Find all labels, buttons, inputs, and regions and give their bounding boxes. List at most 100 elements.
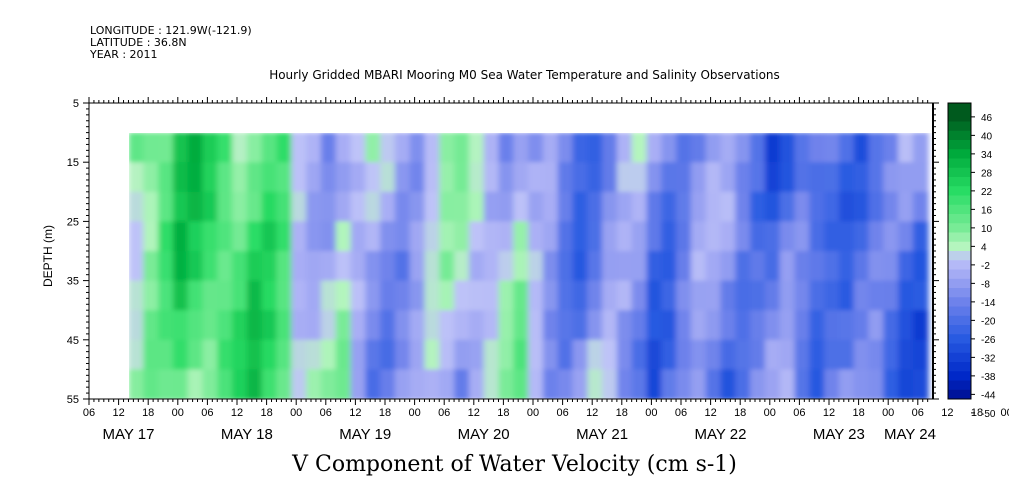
x-hour-tick-label: 12 bbox=[586, 407, 598, 419]
heat-cell bbox=[779, 133, 796, 164]
heat-cell bbox=[838, 162, 855, 193]
heat-cell bbox=[246, 280, 263, 312]
heat-cell bbox=[232, 339, 248, 371]
x-hour-tick-label: 00 bbox=[1000, 407, 1009, 419]
heat-cell bbox=[365, 221, 382, 252]
heat-cell bbox=[350, 310, 367, 341]
heat-cell bbox=[217, 310, 234, 341]
heat-cell bbox=[291, 162, 308, 193]
x-hour-tick-label: 12 bbox=[349, 407, 361, 419]
heat-cell bbox=[129, 310, 145, 341]
heat-cell bbox=[498, 191, 515, 223]
heat-cell bbox=[720, 280, 737, 312]
heat-cell bbox=[424, 221, 441, 252]
heat-cell bbox=[542, 221, 559, 252]
heat-cell bbox=[779, 310, 796, 341]
heat-cell bbox=[498, 310, 515, 341]
heat-cell bbox=[676, 133, 692, 164]
colorbar-label: 4 bbox=[981, 242, 987, 253]
heat-cell bbox=[513, 221, 530, 252]
heat-cell bbox=[158, 221, 174, 252]
heat-cell bbox=[143, 339, 160, 371]
heat-cell bbox=[335, 221, 352, 252]
heat-cell bbox=[276, 310, 293, 341]
heat-cell bbox=[129, 133, 145, 164]
x-hour-tick-label: 18 bbox=[616, 407, 628, 419]
heat-cell bbox=[676, 369, 692, 399]
heat-cell bbox=[602, 369, 618, 399]
heat-cell bbox=[246, 221, 263, 252]
x-hour-tick-label: 06 bbox=[320, 407, 332, 419]
heat-cell bbox=[394, 133, 411, 164]
heat-cell bbox=[720, 221, 737, 252]
heat-cell bbox=[350, 369, 367, 399]
heat-cell bbox=[853, 251, 870, 282]
heat-cell bbox=[409, 310, 426, 341]
heat-cell bbox=[735, 310, 752, 341]
heat-cell bbox=[750, 280, 766, 312]
heat-cell bbox=[602, 221, 618, 252]
heat-cell bbox=[824, 133, 840, 164]
x-hour-tick-label: 18 bbox=[971, 407, 983, 419]
heat-cell bbox=[705, 280, 722, 312]
heat-cell bbox=[557, 162, 574, 193]
heat-cell bbox=[676, 339, 692, 371]
heat-cell bbox=[764, 369, 781, 399]
heat-cell bbox=[513, 369, 530, 399]
x-hour-tick-label: 12 bbox=[468, 407, 480, 419]
colorbar-swatch bbox=[948, 380, 971, 391]
heat-cell bbox=[794, 280, 811, 312]
heat-cell bbox=[439, 191, 456, 223]
heat-cell bbox=[528, 339, 544, 371]
colorbar-swatch bbox=[948, 232, 971, 243]
heat-cell bbox=[853, 369, 870, 399]
heat-cell bbox=[158, 310, 174, 341]
heat-cell bbox=[439, 251, 456, 282]
heat-cell bbox=[853, 339, 870, 371]
heat-cell bbox=[587, 310, 604, 341]
heat-cell bbox=[394, 191, 411, 223]
heat-cell bbox=[468, 191, 485, 223]
heat-cell bbox=[143, 310, 160, 341]
heat-cell bbox=[557, 133, 574, 164]
colorbar-label: 28 bbox=[981, 168, 993, 179]
heat-cell bbox=[498, 133, 515, 164]
heat-cell bbox=[572, 162, 589, 193]
heat-cell bbox=[291, 191, 308, 223]
heat-cell bbox=[646, 221, 663, 252]
heat-cell bbox=[409, 221, 426, 252]
colorbar-swatch bbox=[948, 306, 971, 317]
heat-cell bbox=[528, 251, 544, 282]
heat-cell bbox=[365, 251, 382, 282]
heat-cell bbox=[690, 310, 707, 341]
heat-cell bbox=[261, 310, 278, 341]
heat-cell bbox=[291, 369, 308, 399]
heat-cell bbox=[454, 251, 470, 282]
heat-cell bbox=[439, 133, 456, 164]
colorbar-swatch bbox=[948, 112, 971, 122]
heat-cell bbox=[187, 251, 204, 282]
heat-cell bbox=[602, 280, 618, 312]
colorbar-swatch bbox=[948, 149, 971, 159]
heat-cell bbox=[246, 162, 263, 193]
heat-cell bbox=[631, 221, 648, 252]
heat-cell bbox=[809, 251, 826, 282]
heat-cell bbox=[483, 221, 500, 252]
heat-cell bbox=[542, 310, 559, 341]
heat-cell bbox=[735, 369, 752, 399]
heat-cell bbox=[809, 133, 826, 164]
heat-cell bbox=[646, 191, 663, 223]
colorbar-swatch bbox=[948, 121, 971, 132]
heat-cell bbox=[424, 133, 441, 164]
heat-cell bbox=[646, 310, 663, 341]
heat-cell bbox=[276, 280, 293, 312]
heat-cell bbox=[350, 221, 367, 252]
heat-cell bbox=[468, 251, 485, 282]
x-hour-tick-label: 18 bbox=[260, 407, 272, 419]
heat-cell bbox=[661, 339, 678, 371]
heat-cell bbox=[483, 310, 500, 341]
heat-cell bbox=[261, 369, 278, 399]
heat-cell bbox=[380, 339, 396, 371]
x-hour-tick-label: 18 bbox=[497, 407, 509, 419]
heat-cell bbox=[528, 133, 544, 164]
